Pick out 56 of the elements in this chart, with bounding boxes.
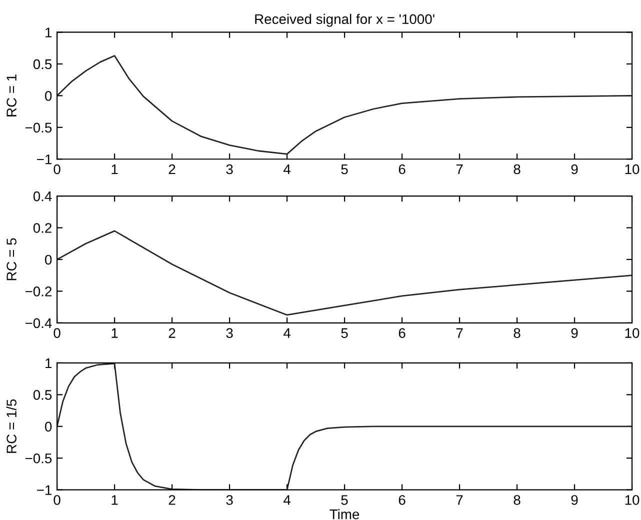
line-series <box>57 362 632 490</box>
x-tick-label: 9 <box>571 495 578 505</box>
x-axis-title: Time <box>330 509 360 520</box>
x-tick-label: 6 <box>398 495 406 505</box>
y-axis-title: RC = 5 <box>6 238 16 280</box>
x-tick-label: 1 <box>112 164 118 174</box>
x-tick-label: 0 <box>54 164 60 174</box>
y-axis-title: RC = 1 <box>6 74 16 116</box>
y-tick-label: −0.4 <box>25 318 52 328</box>
y-tick-label: 0.5 <box>33 390 52 400</box>
x-tick-label: 6 <box>398 164 406 174</box>
y-tick-label: −0.5 <box>25 453 52 464</box>
x-tick-label: 3 <box>226 328 233 338</box>
y-tick-label: 0.4 <box>33 191 52 202</box>
x-tick-label: 10 <box>625 164 640 174</box>
x-tick-label: 0 <box>54 328 60 338</box>
x-tick-label: 2 <box>168 495 176 505</box>
x-tick-label: 7 <box>456 328 463 338</box>
x-tick-label: 2 <box>168 328 176 338</box>
y-tick-label: −1 <box>37 154 52 164</box>
y-tick-label: −1 <box>37 485 52 495</box>
x-tick-label: 4 <box>283 328 290 338</box>
x-tick-label: 8 <box>514 328 520 338</box>
x-tick-label: 2 <box>168 164 176 174</box>
x-tick-label: 9 <box>571 328 578 338</box>
line-series <box>57 230 632 316</box>
x-tick-label: 10 <box>625 328 640 338</box>
y-tick-label: 0 <box>45 422 52 432</box>
chart-title: Received signal for x = '1000' <box>255 14 434 27</box>
x-tick-label: 5 <box>341 328 348 338</box>
y-tick-label: −0.2 <box>25 286 52 296</box>
x-tick-label: 9 <box>571 164 578 174</box>
x-tick-label: 4 <box>283 164 290 174</box>
y-tick-label: 0 <box>45 254 52 265</box>
x-tick-label: 10 <box>625 495 640 505</box>
line-series <box>57 55 632 155</box>
y-tick-label: 0.5 <box>33 59 52 70</box>
x-tick-label: 1 <box>112 495 118 505</box>
y-tick-label: 0 <box>45 91 52 101</box>
y-tick-label: 0.2 <box>33 223 52 233</box>
x-tick-label: 3 <box>226 495 233 505</box>
x-tick-label: 1 <box>112 328 118 338</box>
y-tick-label: 1 <box>46 358 52 368</box>
x-tick-label: 0 <box>54 495 60 505</box>
x-tick-label: 7 <box>456 495 463 505</box>
x-tick-label: 7 <box>456 164 463 174</box>
y-tick-label: −0.5 <box>25 122 52 133</box>
x-tick-label: 5 <box>341 495 348 505</box>
x-tick-label: 4 <box>283 495 290 505</box>
x-tick-label: 5 <box>341 164 348 174</box>
x-tick-label: 6 <box>398 328 406 338</box>
x-tick-label: 8 <box>514 164 520 174</box>
x-tick-label: 8 <box>514 495 520 505</box>
y-tick-label: 1 <box>46 28 52 38</box>
x-tick-label: 3 <box>226 164 233 174</box>
y-axis-title: RC = 1/5 <box>6 399 16 453</box>
